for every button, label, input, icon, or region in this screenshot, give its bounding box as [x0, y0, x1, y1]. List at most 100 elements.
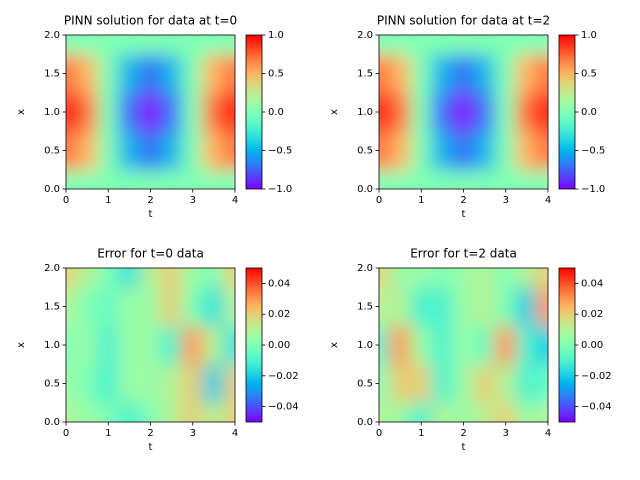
colorbar-tick-label: −1.0	[581, 184, 605, 195]
heat-cell	[139, 286, 162, 327]
colorbar-tick-label: −1.0	[268, 184, 292, 195]
x-tick-label: 0	[63, 428, 69, 439]
y-tick-label: 2.0	[44, 263, 60, 274]
colorbar-tick-label: 0.00	[268, 340, 290, 351]
heat-cell	[473, 325, 496, 365]
heat-cell	[431, 325, 454, 365]
heat-cell	[97, 268, 120, 288]
heat-cell	[473, 130, 496, 171]
y-tick-label: 1.0	[357, 340, 373, 351]
heat-cell	[379, 169, 391, 189]
heat-cell	[389, 169, 412, 189]
heat-cell	[473, 53, 496, 94]
heat-cell	[410, 402, 433, 422]
heat-cell	[389, 363, 412, 404]
y-tick-label: 1.5	[357, 69, 373, 80]
colorbar-tick-label: 0.00	[581, 340, 603, 351]
heat-cell	[536, 268, 548, 288]
heat-cell	[139, 169, 162, 189]
heat-cell	[452, 53, 475, 94]
heat-cell	[66, 363, 78, 404]
x-tick-label: 0	[376, 428, 382, 439]
heat-cell	[160, 286, 183, 327]
heat-cell	[181, 363, 204, 404]
colorbar-tick-label: 0.0	[581, 107, 597, 118]
heat-cell	[66, 402, 78, 422]
heat-cell	[160, 53, 183, 94]
heat-cell	[76, 92, 99, 132]
heat-cell	[160, 92, 183, 132]
heat-cell	[76, 286, 99, 327]
heat-cell	[515, 286, 538, 327]
y-tick-label: 0.5	[44, 146, 60, 157]
x-tick-label: 3	[503, 428, 509, 439]
heat-cell	[431, 402, 454, 422]
heat-cell	[431, 169, 454, 189]
heat-cell	[494, 35, 517, 55]
heat-cell	[181, 35, 204, 55]
heat-cell	[452, 402, 475, 422]
heat-cell	[431, 53, 454, 94]
heat-cell	[139, 268, 162, 288]
heat-cell	[160, 35, 183, 55]
x-tick-label: 2	[460, 195, 466, 206]
heat-cell	[118, 35, 141, 55]
cells	[66, 35, 235, 189]
heat-cell	[379, 130, 391, 171]
heat-cell	[494, 286, 517, 327]
heat-cell	[66, 35, 78, 55]
heat-cell	[223, 53, 235, 94]
heat-cell	[160, 363, 183, 404]
heat-cell	[494, 268, 517, 288]
colorbar-tick-label: 0.02	[268, 309, 290, 320]
heat-cell	[76, 169, 99, 189]
panel-title: PINN solution for data at t=0	[64, 14, 237, 28]
heat-cell	[379, 325, 391, 365]
x-tick-label: 1	[418, 428, 424, 439]
heat-cell	[379, 92, 391, 132]
colorbar-tick-label: 0.5	[581, 69, 597, 80]
heat-cell	[202, 286, 225, 327]
heat-cell	[389, 268, 412, 288]
heat-cell	[181, 53, 204, 94]
cells	[66, 268, 235, 422]
heat-cell	[494, 402, 517, 422]
colorbar-tick-label: −0.04	[268, 402, 299, 413]
heat-cell	[160, 268, 183, 288]
heat-cell	[181, 169, 204, 189]
panel-title: Error for t=2 data	[410, 247, 517, 261]
heat-cell	[66, 325, 78, 365]
heat-cell	[410, 53, 433, 94]
heat-cell	[118, 286, 141, 327]
heat-cell	[389, 35, 412, 55]
heat-cell	[379, 363, 391, 404]
heat-cell	[389, 53, 412, 94]
heat-cell	[181, 402, 204, 422]
heat-cell	[97, 92, 120, 132]
heat-cell	[389, 402, 412, 422]
heat-cell	[473, 92, 496, 132]
heat-cell	[181, 325, 204, 365]
heat-cell	[452, 35, 475, 55]
heat-cell	[118, 53, 141, 94]
heat-cell	[160, 169, 183, 189]
y-tick-label: 0.0	[357, 417, 373, 428]
heat-cell	[379, 35, 391, 55]
heat-cell	[139, 35, 162, 55]
heat-cell	[76, 363, 99, 404]
heat-cell	[160, 402, 183, 422]
heat-cell	[181, 130, 204, 171]
heat-cell	[536, 363, 548, 404]
heat-cell	[118, 325, 141, 365]
x-tick-label: 0	[376, 195, 382, 206]
heat-cell	[97, 325, 120, 365]
heat-cell	[494, 363, 517, 404]
heat-cell	[452, 92, 475, 132]
heat-cell	[410, 169, 433, 189]
heat-cell	[223, 363, 235, 404]
y-axis-label: x	[16, 342, 27, 348]
colorbar-tick-label: −0.02	[581, 371, 612, 382]
heat-cell	[494, 130, 517, 171]
heat-cell	[66, 130, 78, 171]
heat-cell	[379, 268, 391, 288]
